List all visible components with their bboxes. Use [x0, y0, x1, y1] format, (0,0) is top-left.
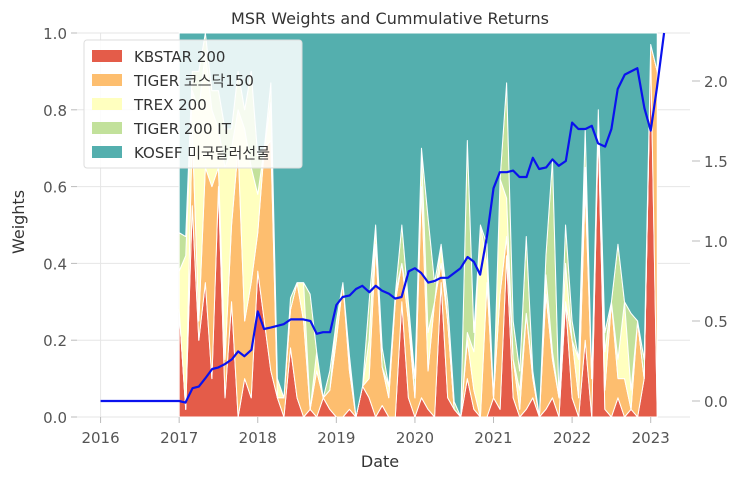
- x-tick-label: 2020: [396, 429, 434, 447]
- y-left-tick-label: 1.0: [43, 25, 67, 43]
- legend: KBSTAR 200 TIGER 코스닥150 TREX 200 TIGER 200 …: [83, 39, 303, 169]
- y-right-tick-label: 1.0: [704, 233, 728, 251]
- cumulative-returns-line-layer: [100, 32, 666, 404]
- x-axis-label: Date: [361, 452, 399, 471]
- legend-label: KBSTAR 200: [134, 48, 225, 66]
- chart-title: MSR Weights and Cummulative Returns: [231, 9, 549, 28]
- x-tick-label: 2023: [632, 429, 670, 447]
- legend-swatch: [92, 122, 122, 134]
- x-tick-label: 2021: [474, 429, 512, 447]
- x-axis-ticks: 2016 2017 2018 2019 2020 2021 2022 2023: [81, 417, 670, 447]
- y-right-tick-label: 0.0: [704, 393, 728, 411]
- legend-label: TIGER 코스닥150: [133, 72, 254, 90]
- y-left-tick-label: 0.4: [43, 255, 67, 273]
- x-tick-label: 2019: [317, 429, 355, 447]
- y-axis-right-ticks: 0.0 0.5 1.0 1.5 2.0: [692, 73, 728, 411]
- y-right-tick-label: 1.5: [704, 153, 728, 171]
- legend-label: TIGER 200 IT: [133, 120, 232, 138]
- cumulative-returns-line: [100, 32, 666, 404]
- y-left-tick-label: 0.2: [43, 332, 67, 350]
- legend-swatch: [92, 146, 122, 158]
- x-tick-label: 2022: [553, 429, 591, 447]
- legend-swatch: [92, 98, 122, 110]
- y-axis-left-ticks: 0.0 0.2 0.4 0.6 0.8 1.0: [43, 25, 77, 427]
- y-right-tick-label: 2.0: [704, 73, 728, 91]
- legend-swatch: [92, 50, 122, 62]
- legend-label: KOSEF 미국달러선물: [134, 144, 270, 162]
- y-left-tick-label: 0.8: [43, 102, 67, 120]
- x-tick-label: 2016: [81, 429, 119, 447]
- y-left-tick-label: 0.0: [43, 409, 67, 427]
- legend-box: [83, 39, 303, 169]
- y-left-tick-label: 0.6: [43, 179, 67, 197]
- x-tick-label: 2017: [160, 429, 198, 447]
- y-right-tick-label: 0.5: [704, 313, 728, 331]
- y-axis-label: Weights: [9, 190, 28, 254]
- legend-label: TREX 200: [133, 96, 207, 114]
- legend-swatch: [92, 74, 122, 86]
- x-tick-label: 2018: [239, 429, 277, 447]
